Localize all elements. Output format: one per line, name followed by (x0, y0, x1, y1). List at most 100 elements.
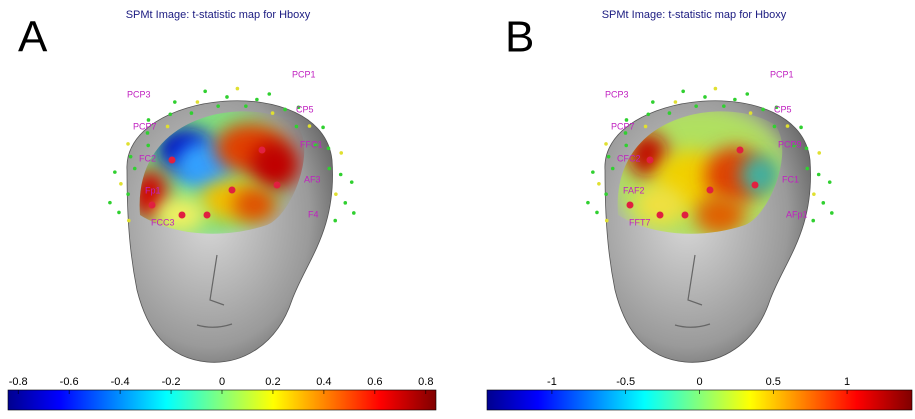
electrode-label: PCP3 (127, 89, 151, 99)
optode (827, 180, 832, 184)
panel-title: SPMt Image: t-statistic map for Hboxy (602, 9, 787, 21)
optode (804, 146, 809, 151)
optode (146, 118, 151, 122)
source (168, 156, 176, 164)
optode (334, 192, 338, 196)
optode (225, 95, 229, 99)
optode (333, 218, 338, 223)
colorbar-tick-label: -0.5 (616, 376, 635, 388)
colorbar-tick-label: 0.4 (316, 376, 331, 388)
optode (761, 107, 765, 112)
optode (610, 166, 615, 171)
optode (595, 210, 599, 215)
source (706, 186, 714, 194)
optode (811, 218, 816, 223)
optode (703, 95, 707, 99)
mouth (674, 323, 711, 328)
source (626, 201, 634, 209)
optode (805, 166, 810, 171)
optode (785, 124, 790, 128)
optode (799, 125, 803, 130)
optode (812, 192, 816, 196)
optode (165, 124, 170, 129)
electrode-label: FCC3 (151, 217, 175, 227)
optode (604, 142, 608, 146)
colorbar-tick-label: 0.5 (766, 376, 781, 388)
colorbar-tick-label: -0.2 (162, 376, 181, 388)
colorbar-tick-label: 0.2 (265, 376, 280, 388)
activation-blob (740, 155, 780, 195)
optode (119, 181, 123, 186)
source (681, 211, 689, 219)
electrode-label: FAF2 (623, 185, 645, 195)
optode (126, 218, 131, 223)
electrode-label: AF3 (304, 174, 321, 184)
optode (203, 89, 207, 94)
optode (713, 86, 718, 91)
optode (113, 170, 117, 174)
optode (722, 104, 726, 108)
optode (216, 104, 220, 108)
optode (667, 111, 672, 115)
optode (748, 111, 753, 115)
optode (294, 124, 299, 129)
optode (235, 86, 240, 91)
optode (321, 125, 325, 130)
optode (604, 192, 608, 196)
optode (313, 143, 318, 148)
optode (606, 154, 611, 159)
optode (349, 180, 354, 184)
optode (623, 131, 628, 135)
colorbar-tick-label: -0.6 (60, 376, 79, 388)
optode (591, 170, 595, 174)
optode (145, 131, 150, 135)
colorbar-tick-label: 0.6 (367, 376, 382, 388)
source (273, 181, 281, 189)
panel-label: A (18, 13, 48, 62)
source (751, 181, 759, 189)
electrode-label: PCP3 (605, 89, 629, 99)
colorbar-tick-label: -1 (547, 376, 557, 388)
optode (791, 143, 796, 148)
optode (745, 92, 750, 96)
optode (624, 143, 629, 148)
optode (821, 201, 826, 205)
colorbar-tick-label: 0.8 (418, 376, 433, 388)
optode (830, 211, 834, 215)
optode (255, 97, 259, 102)
electrode-label: FFC1 (300, 139, 323, 149)
optode (586, 200, 590, 205)
optode (624, 118, 629, 122)
optode (817, 151, 822, 155)
optode (173, 100, 177, 104)
nose (209, 254, 225, 306)
electrode-label: CP5 (296, 104, 314, 114)
colorbar-tick-label: 0 (696, 376, 702, 388)
optode (352, 211, 356, 215)
panel-title: SPMt Image: t-statistic map for Hboxy (126, 9, 311, 21)
source (646, 156, 654, 164)
optode (733, 97, 737, 102)
optode (597, 181, 601, 186)
colorbar-tick-label: 0 (219, 376, 225, 388)
source (258, 146, 266, 154)
optode (117, 210, 121, 215)
panel: SPMt Image: t-statistic map for Hboxy B PC… (486, 9, 913, 411)
optode (126, 192, 130, 196)
optode (128, 154, 133, 159)
optode (338, 172, 343, 177)
optode (673, 100, 678, 104)
mouth (196, 323, 233, 328)
optode (296, 105, 301, 110)
optode (646, 112, 651, 117)
optode (816, 172, 821, 177)
optode (108, 200, 112, 205)
optode (643, 124, 648, 129)
source (736, 146, 744, 154)
optode (326, 146, 331, 151)
optode (195, 100, 200, 104)
activation-map (617, 111, 783, 234)
electrode-label: Fp1 (145, 185, 161, 195)
optode (774, 105, 779, 110)
